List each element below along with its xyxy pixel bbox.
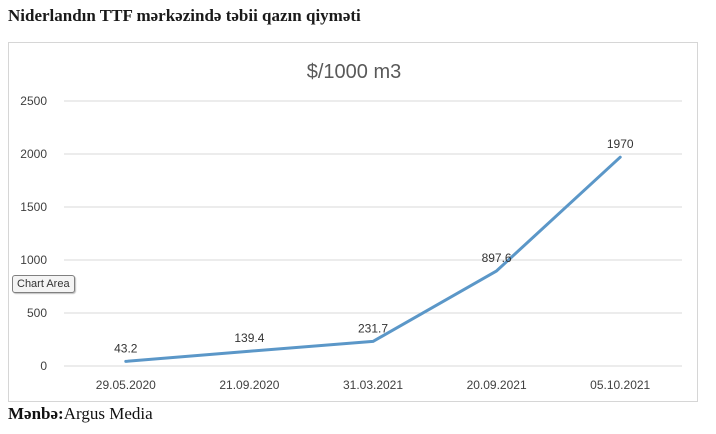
- x-tick-label: 05.10.2021: [590, 378, 650, 392]
- source-value: Argus Media: [63, 404, 153, 423]
- chart-area-tooltip: Chart Area: [12, 275, 75, 293]
- chart-area[interactable]: $/1000 m3 0 500 1000 1500 2000 2500 29.05.202…: [8, 42, 698, 402]
- x-axis-ticks: 29.05.2020 21.09.2020 31.03.2021 20.09.2021…: [96, 378, 651, 392]
- y-tick-label: 2500: [20, 94, 47, 108]
- y-tick-label: 0: [40, 359, 47, 373]
- gridlines: [64, 100, 682, 367]
- y-axis-ticks: 0 500 1000 1500 2000 2500: [20, 94, 47, 373]
- x-tick-label: 21.09.2020: [219, 378, 279, 392]
- data-labels: 43.2 139.4 231.7 897.6 1970: [114, 137, 634, 355]
- series-layer: [124, 155, 622, 363]
- y-tick-label: 500: [27, 306, 47, 320]
- x-tick-label: 20.09.2021: [467, 378, 527, 392]
- line-chart: $/1000 m3 0 500 1000 1500 2000 2500 29.05.202…: [20, 61, 682, 392]
- y-tick-label: 1500: [20, 200, 47, 214]
- y-tick-label: 1000: [20, 253, 47, 267]
- x-tick-label: 29.05.2020: [96, 378, 156, 392]
- series-line: [124, 155, 622, 363]
- source-label: Mənbə:: [8, 404, 64, 423]
- data-label: 43.2: [114, 341, 138, 355]
- x-tick-label: 31.03.2021: [343, 378, 403, 392]
- data-label: 1970: [607, 137, 634, 151]
- data-label: 231.7: [358, 321, 388, 335]
- data-label: 897.6: [482, 251, 512, 265]
- source-line: Mənbə:Argus Media: [8, 404, 153, 424]
- page-title: Niderlandın TTF mərkəzində təbii qazın q…: [8, 6, 361, 25]
- chart-title: $/1000 m3: [307, 61, 402, 83]
- data-label: 139.4: [234, 331, 264, 345]
- y-tick-label: 2000: [20, 147, 47, 161]
